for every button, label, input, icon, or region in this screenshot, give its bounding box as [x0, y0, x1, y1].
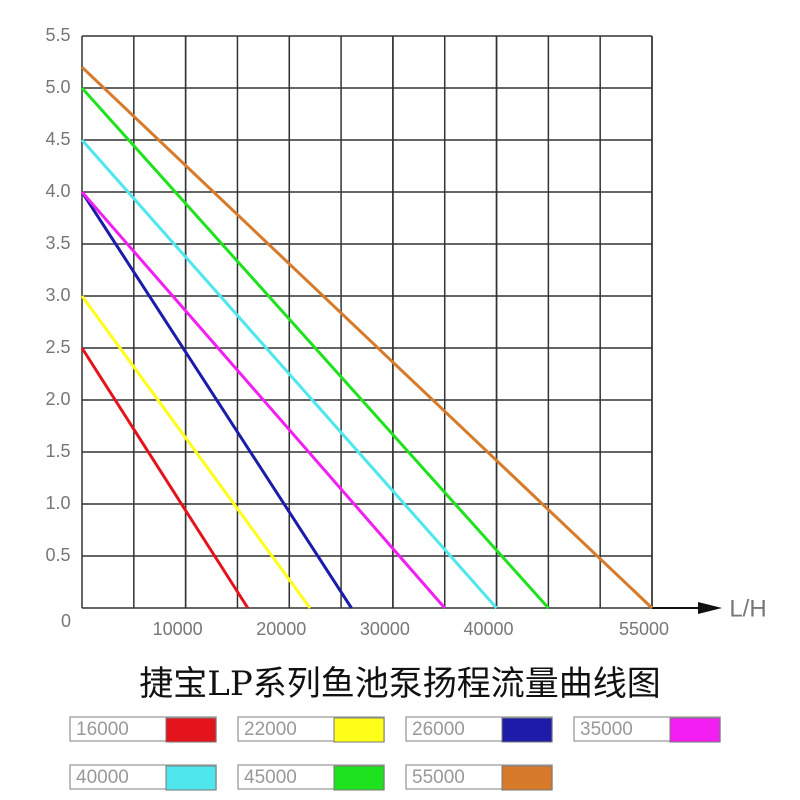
legend-swatch	[333, 765, 385, 791]
y-tick-label: 4.5	[45, 129, 70, 149]
series-line	[80, 191, 353, 609]
legend-label: 45000	[244, 767, 297, 788]
x-tick-label: 10000	[153, 619, 203, 639]
legend-label: 26000	[412, 719, 465, 740]
y-tick-label: 2.5	[45, 337, 70, 357]
y-tick-label: 2.0	[45, 389, 70, 409]
legend-swatch	[669, 717, 721, 743]
legend-label: 22000	[244, 719, 297, 740]
legend-swatch	[501, 765, 553, 791]
y-tick-label: 0.5	[45, 545, 70, 565]
x-axis-label: L/H	[729, 595, 766, 622]
series-line	[80, 191, 446, 609]
y-tick-label: 0	[61, 611, 71, 631]
legend-label: 35000	[580, 719, 633, 740]
legend-swatch	[165, 717, 217, 743]
x-tick-label: 30000	[360, 619, 410, 639]
legend-swatch	[333, 717, 385, 743]
y-tick-label: 1.5	[45, 441, 70, 461]
chart-title: 捷宝LP系列鱼池泵扬程流量曲线图	[139, 664, 660, 704]
series-line	[80, 66, 654, 610]
x-tick-label: 55000	[619, 619, 669, 639]
x-tick-label: 20000	[256, 619, 306, 639]
x-tick-label: 40000	[464, 619, 514, 639]
y-tick-label: 3.0	[45, 285, 70, 305]
series-line	[80, 347, 250, 609]
y-tick-label: 3.5	[45, 233, 70, 253]
legend-label: 16000	[76, 719, 129, 740]
legend-label: 55000	[412, 767, 465, 788]
y-tick-label: 4.0	[45, 181, 70, 201]
y-tick-label: 5.0	[45, 77, 70, 97]
axis-arrow	[698, 602, 722, 614]
legend-swatch	[501, 717, 553, 743]
y-tick-label: 1.0	[45, 493, 70, 513]
series-line	[80, 139, 498, 609]
series-line	[80, 86, 550, 610]
legend-swatch	[165, 765, 217, 791]
y-tick-label: 5.5	[45, 25, 70, 45]
legend-label: 40000	[76, 767, 129, 788]
series-line	[80, 295, 312, 609]
